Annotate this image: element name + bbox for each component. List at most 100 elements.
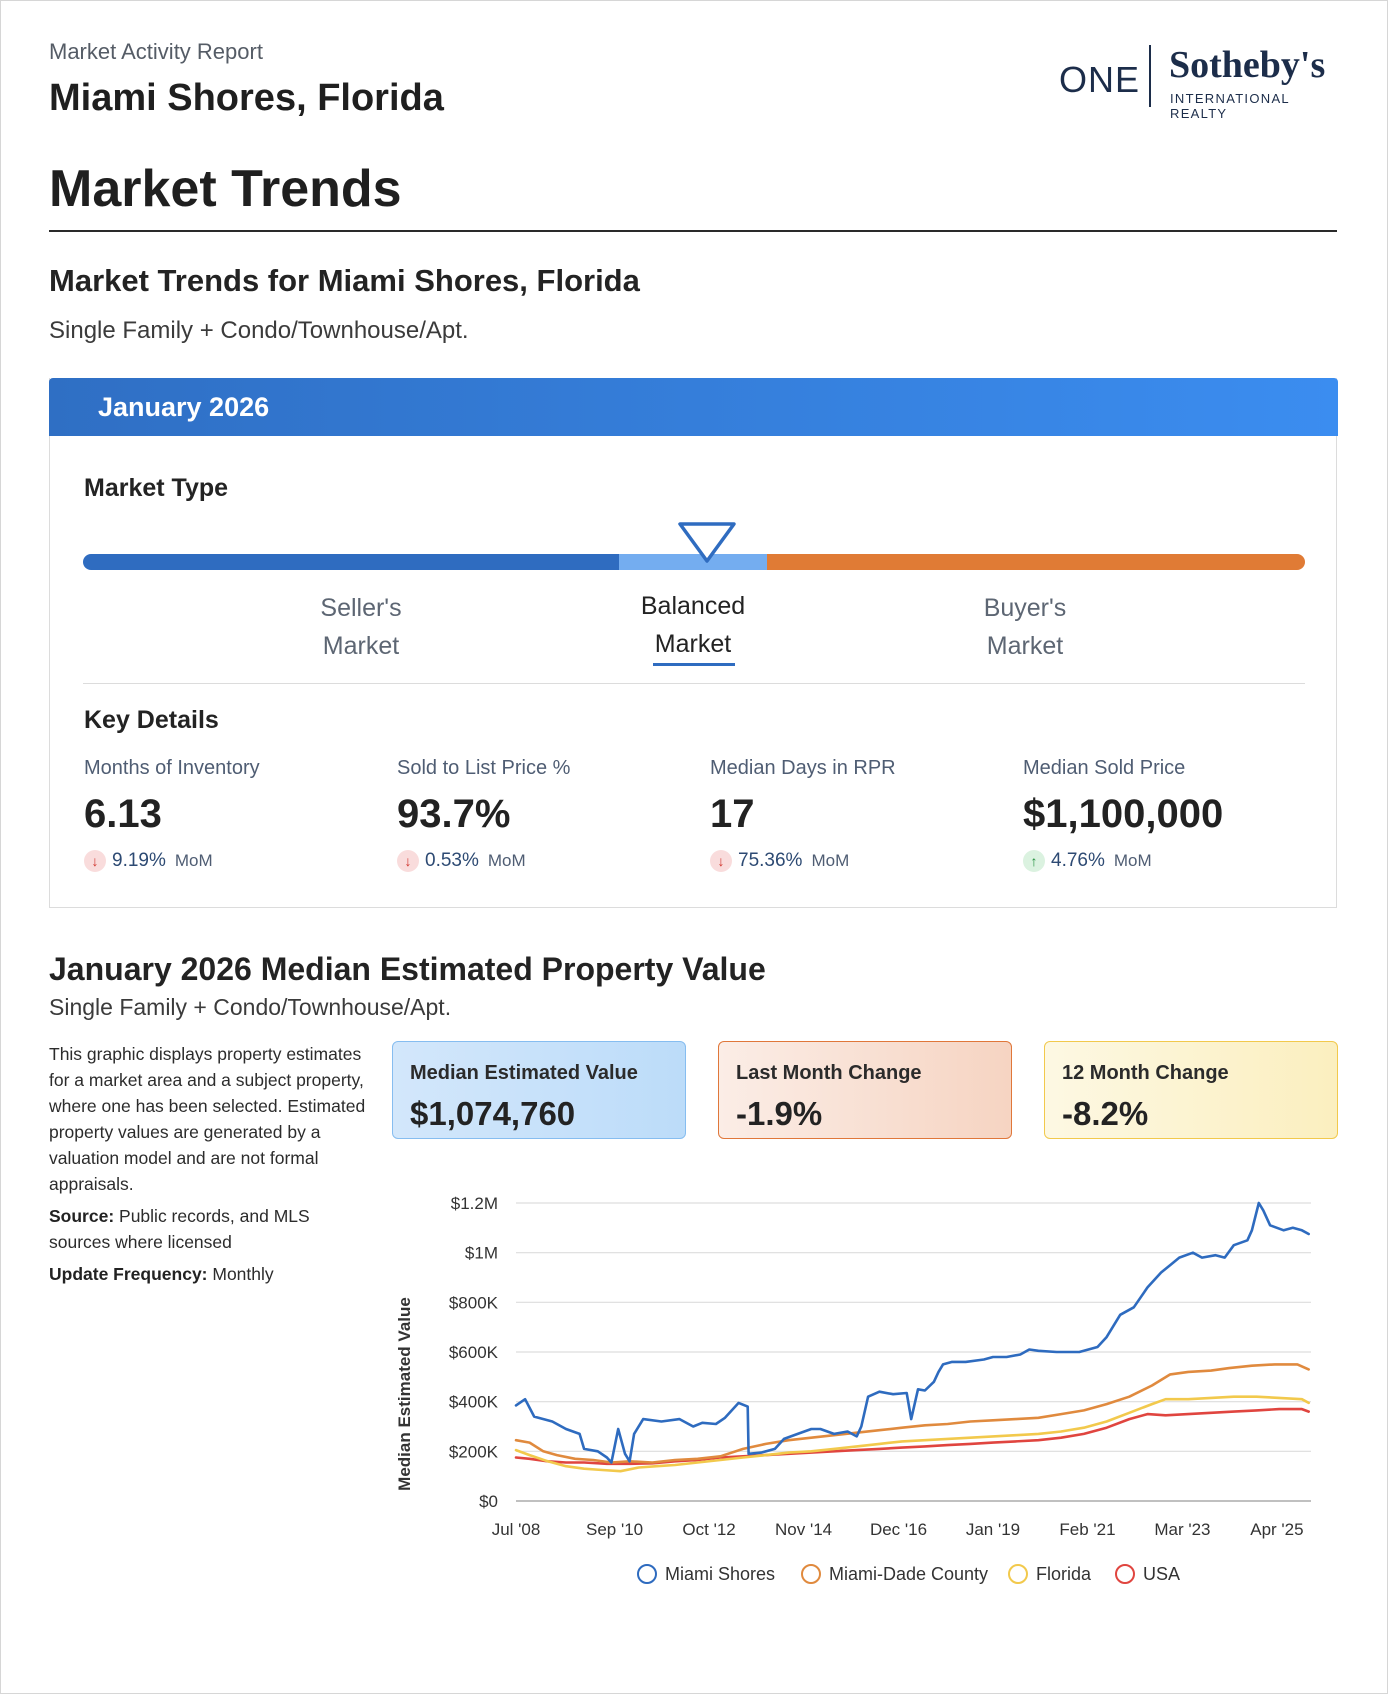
market-pointer-icon [678, 522, 736, 563]
twelve-month-change-card: 12 Month Change -8.2% [1044, 1041, 1338, 1139]
page-title: Market Trends [49, 160, 402, 218]
stat-label: Months of Inventory [84, 757, 260, 779]
y-axis-label: Median Estimated Value [395, 1297, 414, 1491]
x-tick-label: Sep '10 [586, 1520, 643, 1539]
y-tick-label: $1.2M [451, 1194, 498, 1213]
logo-brand-text: Sotheby's [1169, 44, 1326, 86]
update-frequency-line: Update Frequency: Monthly [49, 1261, 371, 1287]
report-label: Market Activity Report [49, 39, 263, 64]
series-line-florida [514, 1395, 1310, 1473]
legend-label: Miami Shores [665, 1564, 775, 1584]
sellers-market-bar [83, 554, 623, 570]
card-title: Median Estimated Value [410, 1062, 638, 1084]
buyers-market-label-line2: Market [986, 632, 1064, 660]
stat-median-sold-price: Median Sold Price $1,100,000 ↑ 4.76% MoM [1023, 757, 1323, 873]
y-tick-label: $800K [449, 1293, 499, 1312]
last-month-change-card: Last Month Change -1.9% [718, 1041, 1012, 1139]
stat-sold-to-list-price: Sold to List Price % 93.7% ↓ 0.53% MoM [397, 757, 697, 873]
card-title: 12 Month Change [1062, 1062, 1229, 1084]
sellers-market-label: Seller's Market [251, 589, 471, 665]
y-tick-label: $200K [449, 1442, 499, 1461]
change-period: MoM [1113, 851, 1152, 870]
balanced-market-label-line2: Market [654, 630, 732, 658]
legend-marker [801, 1564, 821, 1584]
logo-divider [1149, 45, 1151, 107]
stat-months-of-inventory: Months of Inventory 6.13 ↓ 9.19% MoM [84, 757, 384, 873]
balanced-market-label-line1: Balanced [640, 592, 746, 620]
legend-marker [637, 1564, 657, 1584]
legend-marker [1115, 1564, 1135, 1584]
stat-label: Median Sold Price [1023, 757, 1186, 779]
stat-change: ↑ 4.76% MoM [1023, 849, 1323, 873]
logo-one-text: ONE [1059, 59, 1141, 100]
card-value: $1,074,760 [410, 1095, 576, 1132]
source-text: Public records, and MLS sources where li… [49, 1206, 310, 1252]
arrow-down-icon: ↓ [84, 850, 106, 872]
frequency-label: Update Frequency: [49, 1264, 208, 1284]
x-tick-label: Jan '19 [966, 1520, 1020, 1539]
active-market-underline [653, 663, 735, 666]
x-tick-label: Oct '12 [682, 1520, 735, 1539]
series-line-usa [514, 1407, 1310, 1466]
y-tick-label: $400K [449, 1393, 499, 1412]
location-title: Miami Shores, Florida [49, 77, 444, 119]
frequency-text: Monthly [212, 1264, 274, 1284]
buyers-market-bar [767, 554, 1305, 570]
stat-change: ↓ 9.19% MoM [84, 849, 384, 873]
y-tick-label: $1M [465, 1244, 498, 1263]
arrow-down-icon: ↓ [710, 850, 732, 872]
stat-value: $1,100,000 [1023, 792, 1224, 836]
section-title: Market Trends for Miami Shores, Florida [49, 263, 640, 298]
chart-description: This graphic displays property estimates… [49, 1041, 371, 1287]
change-percent: 0.53% [425, 850, 479, 871]
property-value-line-chart: $0 $200K $400K $600K $800K $1M $1.2M Jul '08 Sep… [395, 1194, 1311, 1584]
card-value: -8.2% [1062, 1095, 1149, 1132]
x-tick-label: Mar '23 [1154, 1520, 1210, 1539]
month-header-band: January 2026 [49, 378, 1338, 436]
stat-change: ↓ 0.53% MoM [397, 849, 697, 873]
market-summary-card: January 2026 [49, 378, 1338, 908]
value-section-subtitle: Single Family + Condo/Townhouse/Apt. [49, 994, 452, 1020]
legend-label: Florida [1036, 1564, 1092, 1584]
value-section-title: January 2026 Median Estimated Property V… [49, 951, 766, 987]
stat-median-days-in-rpr: Median Days in RPR 17 ↓ 75.36% MoM [710, 757, 1010, 873]
x-tick-label: Nov '14 [775, 1520, 832, 1539]
section-subtitle: Single Family + Condo/Townhouse/Apt. [49, 317, 469, 344]
market-type-heading: Market Type [84, 474, 229, 502]
stat-value: 93.7% [397, 792, 511, 836]
brand-logo: ONE Sotheby's INTERNATIONAL REALTY [1059, 44, 1339, 121]
stat-value: 17 [710, 792, 755, 836]
title-divider [49, 230, 1337, 232]
description-text: This graphic displays property estimates… [49, 1044, 366, 1194]
arrow-down-icon: ↓ [397, 850, 419, 872]
change-percent: 9.19% [112, 850, 166, 871]
legend-label: USA [1143, 1564, 1180, 1584]
legend-label: Miami-Dade County [829, 1564, 988, 1584]
balanced-market-bar [619, 554, 769, 570]
change-percent: 4.76% [1051, 850, 1105, 871]
x-tick-label: Apr '25 [1250, 1520, 1303, 1539]
card-title: Last Month Change [736, 1062, 922, 1084]
sellers-market-label-line2: Market [322, 632, 400, 660]
series-line-miami-dade-county [514, 1363, 1310, 1464]
legend-marker [1008, 1564, 1028, 1584]
x-tick-label: Dec '16 [870, 1520, 927, 1539]
stat-label: Median Days in RPR [710, 757, 896, 779]
card-divider [83, 683, 1305, 684]
change-period: MoM [811, 851, 850, 870]
arrow-up-icon: ↑ [1023, 850, 1045, 872]
stat-label: Sold to List Price % [397, 757, 571, 779]
source-label: Source: [49, 1206, 115, 1226]
source-line: Source: Public records, and MLS sources … [49, 1203, 371, 1255]
balanced-market-label: Balanced Market [583, 587, 803, 663]
change-period: MoM [174, 851, 213, 870]
stat-value: 6.13 [84, 792, 162, 836]
logo-tagline: INTERNATIONAL REALTY [1170, 91, 1290, 121]
sellers-market-label-line1: Seller's [320, 594, 402, 622]
buyers-market-label: Buyer's Market [915, 589, 1135, 665]
y-tick-label: $0 [479, 1492, 498, 1511]
series-line-miami-shores [514, 1201, 1310, 1464]
change-period: MoM [487, 851, 526, 870]
card-value: -1.9% [736, 1095, 823, 1132]
